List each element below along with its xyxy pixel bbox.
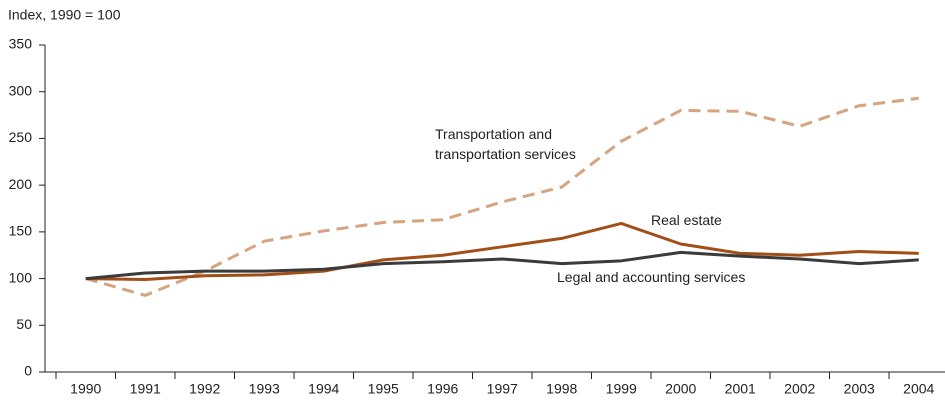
x-tick-label: 1995 — [368, 381, 399, 397]
y-tick-label: 150 — [9, 223, 33, 239]
y-tick-label: 0 — [24, 363, 32, 379]
x-tick-label: 2003 — [844, 381, 875, 397]
x-tick-label: 1996 — [427, 381, 458, 397]
x-tick-label: 1997 — [487, 381, 518, 397]
y-tick-label: 50 — [16, 316, 32, 332]
x-tick-label: 2001 — [725, 381, 756, 397]
x-tick-label: 2002 — [784, 381, 815, 397]
y-tick-label: 300 — [9, 82, 33, 98]
x-tick-label: 2000 — [665, 381, 696, 397]
x-tick-label: 1990 — [70, 381, 101, 397]
series-label: Real estate — [651, 212, 722, 228]
x-tick-label: 1998 — [546, 381, 577, 397]
series-label: Legal and accounting services — [557, 269, 746, 285]
y-axis-label: Index, 1990 = 100 — [8, 7, 121, 23]
x-tick-label: 1993 — [249, 381, 280, 397]
x-tick-label: 1994 — [308, 381, 339, 397]
y-tick-label: 100 — [9, 269, 33, 285]
series-line — [85, 250, 919, 281]
x-tick-label: 1992 — [189, 381, 220, 397]
series-line — [85, 221, 919, 282]
y-tick-label: 200 — [9, 176, 33, 192]
x-tick-label: 1999 — [606, 381, 637, 397]
x-tick-label: 2004 — [903, 381, 934, 397]
series-label: Transportation and transportation servic… — [435, 126, 576, 162]
y-tick-label: 250 — [9, 129, 33, 145]
y-tick-label: 350 — [9, 36, 33, 52]
x-tick-label: 1991 — [130, 381, 161, 397]
